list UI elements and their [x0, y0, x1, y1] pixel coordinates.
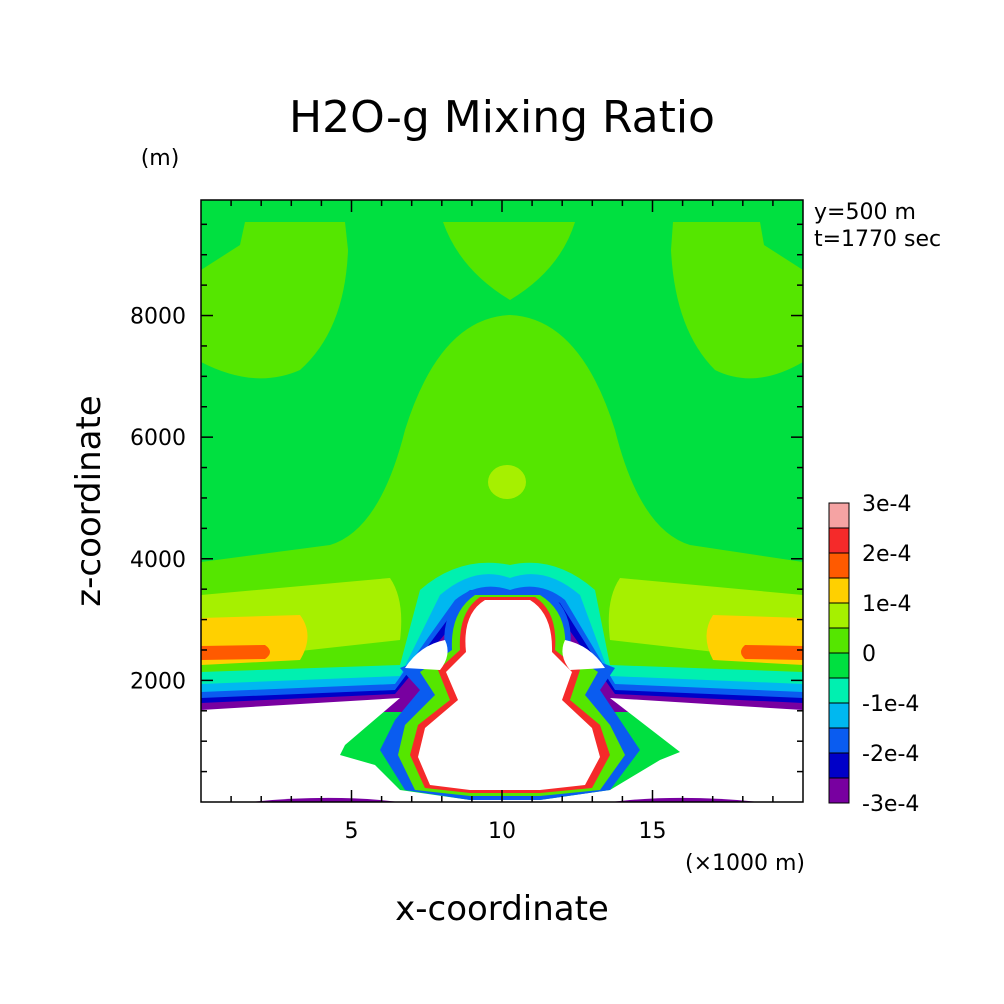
upper-left-lobe: [201, 222, 348, 379]
colorbar-swatch: [828, 777, 850, 804]
colorbar-label: 1e-4: [862, 592, 911, 617]
colorbar-swatch: [828, 702, 850, 729]
colorbar-swatch: [828, 677, 850, 704]
upper-center-lobe: [443, 222, 575, 300]
y-tick-label: 6000: [130, 426, 186, 451]
colorbar-swatch: [828, 527, 850, 554]
colorbar-swatch: [828, 552, 850, 579]
x-tick-label: 15: [639, 819, 667, 844]
left-orange-patch: [201, 645, 270, 660]
colorbar-label: 3e-4: [862, 492, 911, 517]
y-unit-label: (m): [141, 146, 180, 171]
annotation-y: y=500 m: [814, 200, 916, 225]
y-tick-label: 4000: [130, 548, 186, 573]
colorbar-swatch: [828, 577, 850, 604]
x-unit-label: (×1000 m): [685, 851, 805, 876]
y-axis-title: z-coordinate: [69, 395, 109, 606]
y-tick-label: 8000: [130, 305, 186, 330]
x-axis-title: x-coordinate: [395, 889, 609, 929]
y-tick-label: 2000: [130, 669, 186, 694]
colorbar-label: 2e-4: [862, 542, 911, 567]
left-white-pocket: [405, 640, 448, 670]
colorbar-swatch: [828, 727, 850, 754]
x-tick-label: 10: [488, 819, 516, 844]
colorbar-swatch: [828, 652, 850, 679]
axes: 5 10 15 2000 4000 6000 8000: [130, 199, 804, 844]
contour-field: [201, 200, 803, 802]
upper-right-lobe: [671, 222, 803, 379]
colorbar-label: -3e-4: [862, 792, 919, 817]
chart-title: H2O-g Mixing Ratio: [289, 92, 715, 143]
bottom-trace-right: [610, 797, 760, 802]
colorbar-swatch: [828, 627, 850, 654]
central-bubble: [488, 465, 526, 499]
colorbar-swatch: [828, 752, 850, 779]
colorbar: 3e-4 2e-4 1e-4 0 -1e-4 -2e-4 -3e-4: [828, 492, 919, 817]
x-tick-label: 5: [345, 819, 359, 844]
right-orange-patch: [741, 645, 803, 660]
colorbar-label: -1e-4: [862, 692, 919, 717]
right-white-pocket: [562, 640, 605, 670]
bottom-trace: [250, 797, 400, 802]
colorbar-label: 0: [862, 642, 876, 667]
colorbar-label: -2e-4: [862, 742, 919, 767]
colorbar-swatch: [828, 502, 850, 529]
annotation-t: t=1770 sec: [814, 227, 941, 252]
lower-white-region: [201, 698, 803, 802]
inner-white-bubble: [418, 600, 600, 790]
colorbar-swatch: [828, 602, 850, 629]
